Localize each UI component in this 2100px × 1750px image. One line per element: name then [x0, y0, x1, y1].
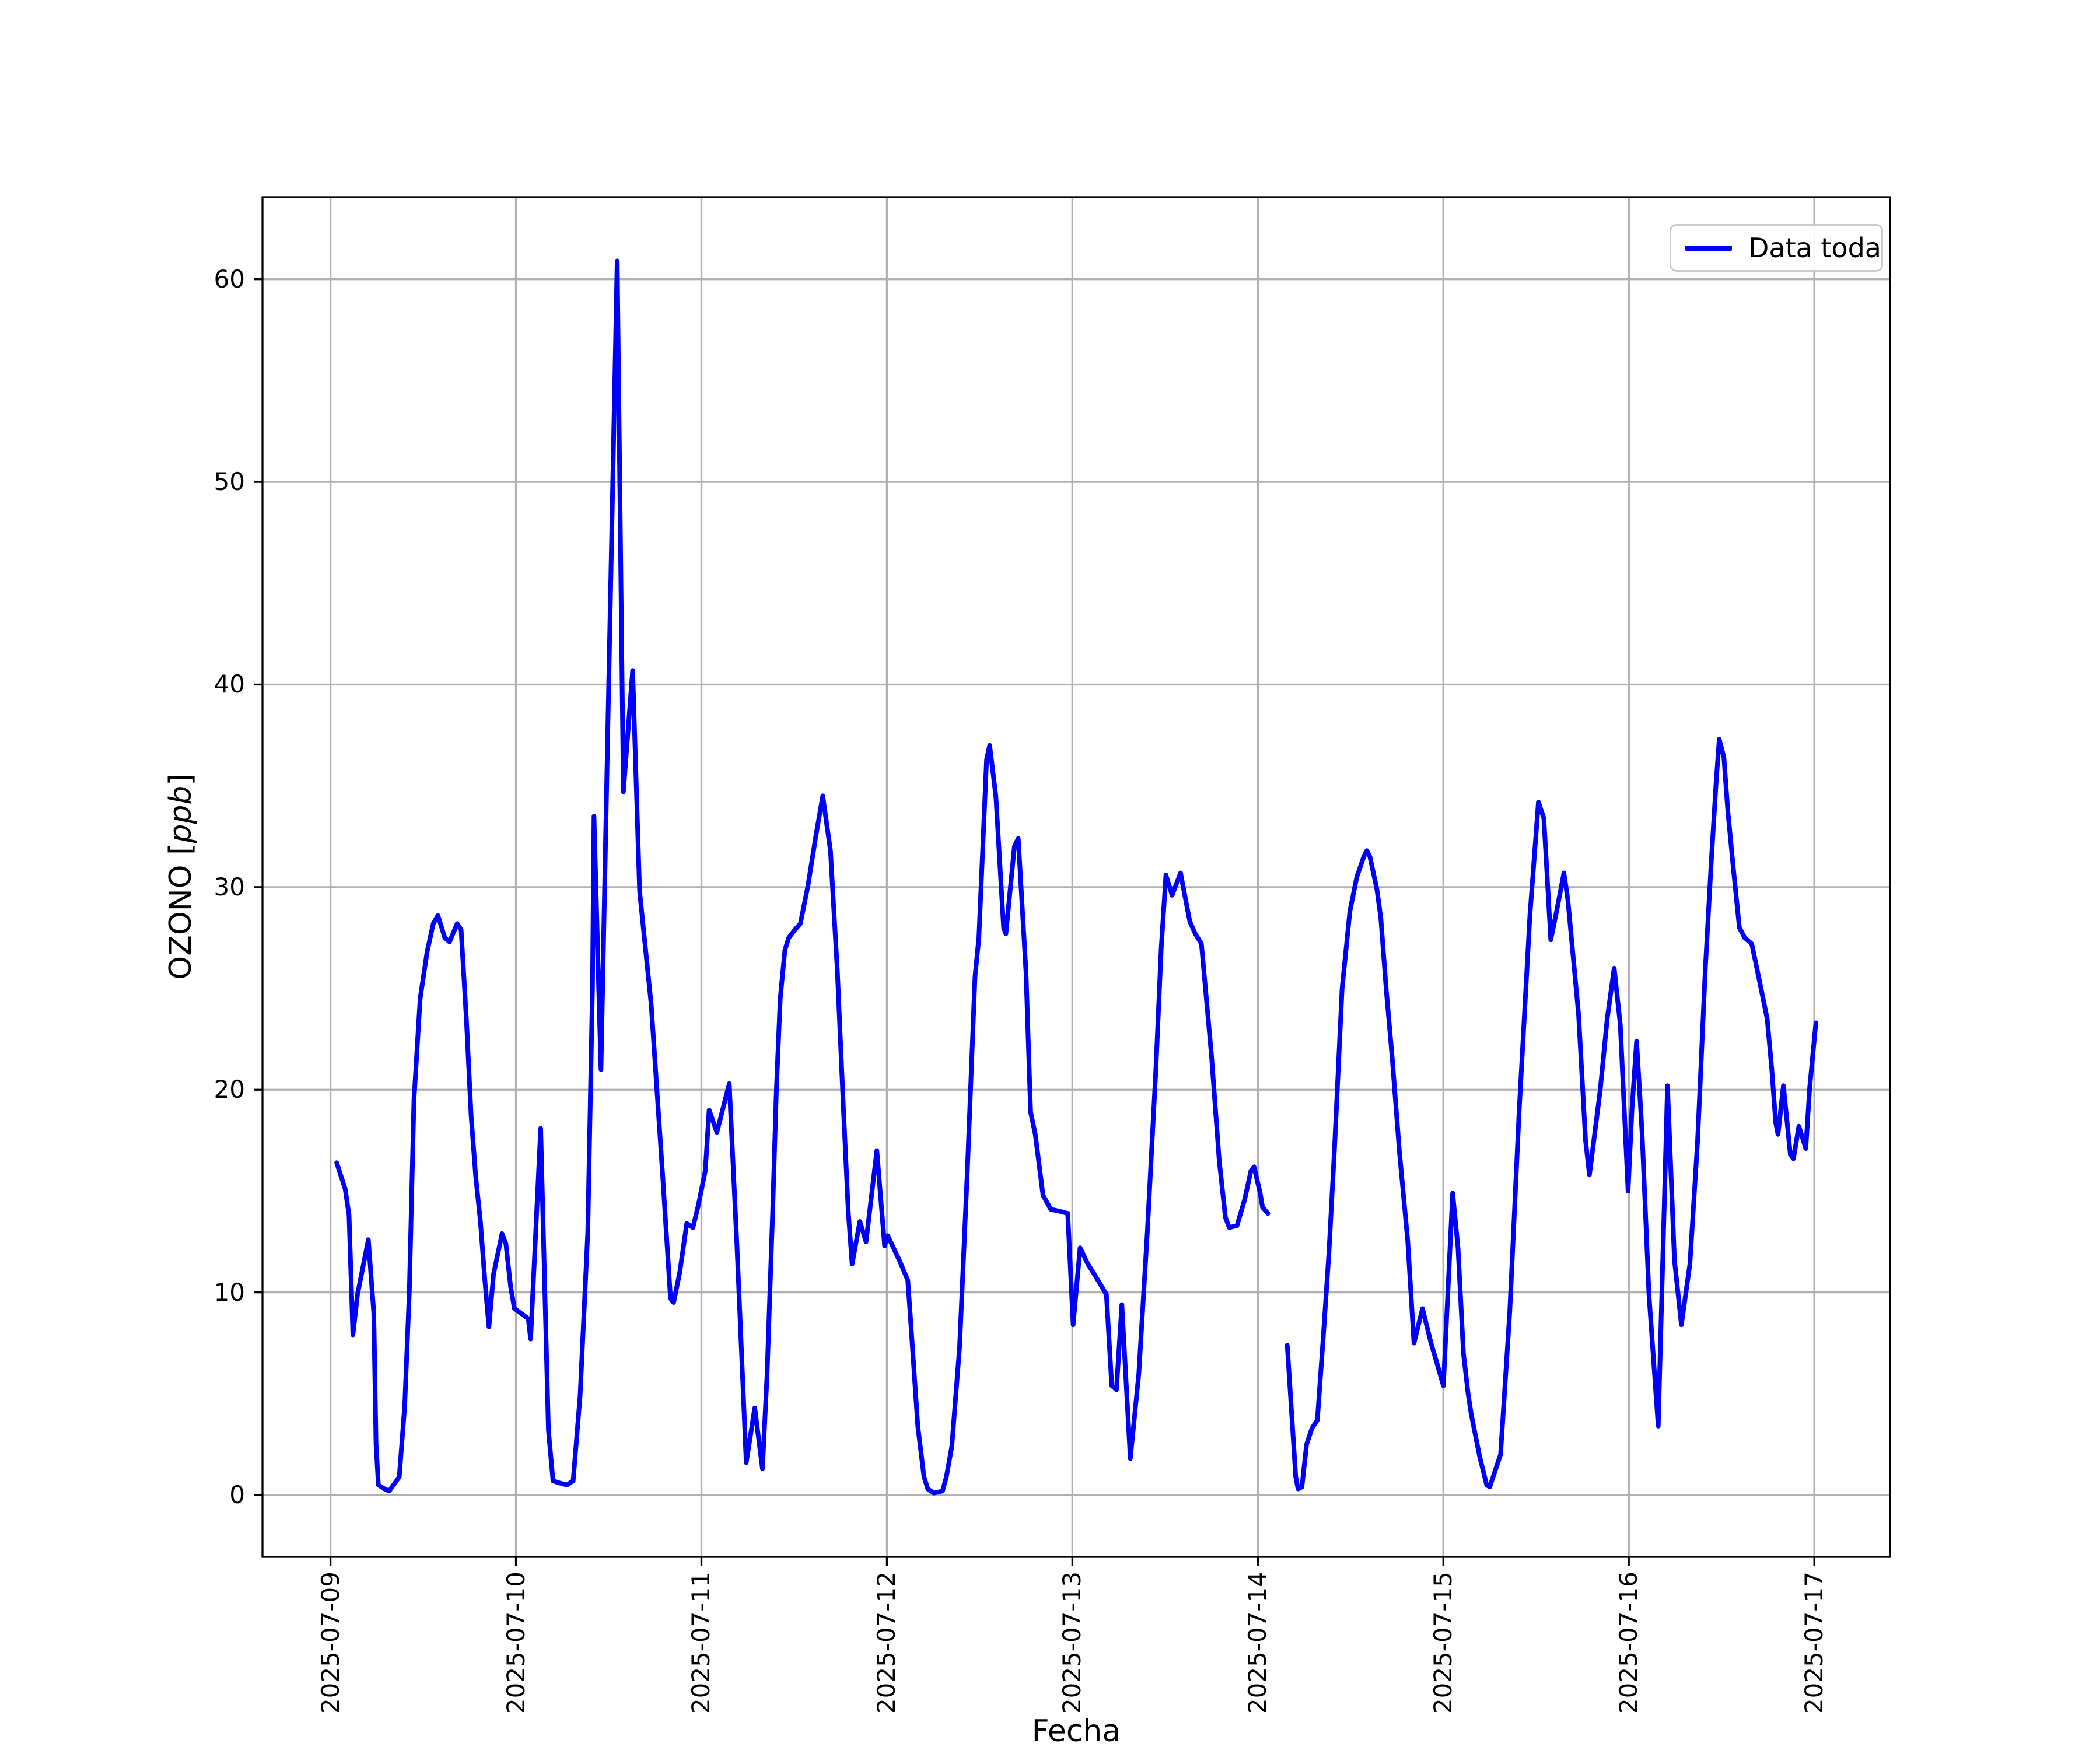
x-tick-label: 2025-07-10 [501, 1572, 530, 1714]
axes-frame [261, 196, 1891, 1558]
y-tick-label: 20 [214, 1075, 245, 1104]
y-tick-label: 10 [214, 1278, 245, 1307]
x-tick-label: 2025-07-14 [1243, 1572, 1272, 1714]
x-tick-label: 2025-07-17 [1800, 1572, 1829, 1714]
legend-label: Data toda [1748, 232, 1881, 264]
y-axis-label-prefix: OZONO [ [163, 843, 198, 980]
y-axis-label-suffix: ] [163, 774, 198, 786]
legend-line-sample-icon [1685, 245, 1732, 251]
y-tick-label: 30 [214, 872, 245, 901]
x-tick-label: 2025-07-13 [1058, 1572, 1087, 1714]
y-axis-label-units: ppb [163, 785, 198, 844]
y-tick-label: 0 [229, 1480, 245, 1510]
data-series-line [334, 258, 1270, 1496]
x-tick-label: 2025-07-15 [1429, 1572, 1458, 1714]
data-series-line [1284, 737, 1818, 1492]
x-tick-label: 2025-07-11 [687, 1572, 716, 1714]
x-tick-label: 2025-07-12 [872, 1572, 901, 1714]
x-axis-label: Fecha [1031, 1714, 1121, 1749]
x-tick-label: 2025-07-16 [1614, 1572, 1643, 1714]
y-tick-label: 60 [214, 264, 245, 293]
y-tick-label: 50 [214, 467, 245, 496]
legend: Data toda [1670, 224, 1883, 272]
x-tick-label: 2025-07-09 [316, 1572, 345, 1714]
y-tick-label: 40 [214, 670, 245, 699]
